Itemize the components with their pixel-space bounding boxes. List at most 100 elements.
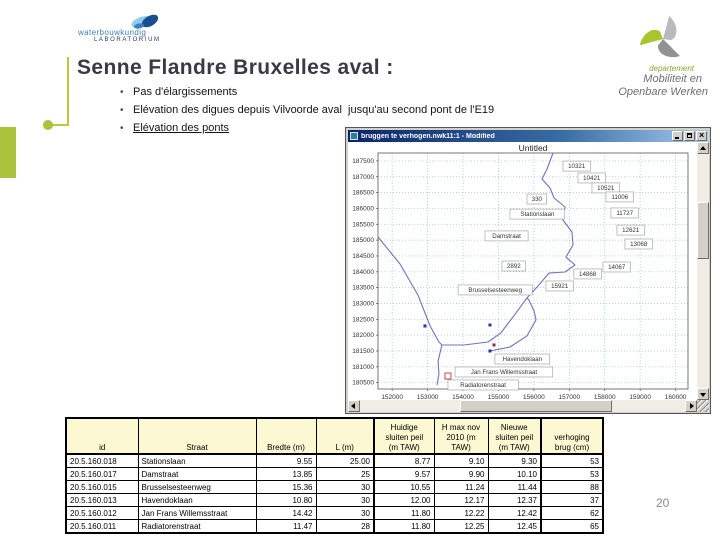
pinwheel-icon	[639, 15, 680, 58]
bridge-label: 10421	[583, 175, 601, 182]
logo-right-line2: Openbare Werken	[618, 86, 708, 98]
bridge-label: Radiatorenstraat	[460, 382, 506, 389]
table-cell: 53	[540, 467, 604, 481]
page-title: Senne Flandre Bruxelles aval :	[77, 56, 394, 79]
bridge-label-box	[616, 224, 645, 236]
river-senne-west-branch	[377, 236, 443, 346]
bridge-label: 14067	[608, 264, 626, 271]
table-cell: 9.57	[373, 467, 435, 481]
river-senne-main	[436, 152, 576, 386]
bridge-label: 15921	[551, 283, 569, 290]
horizontal-scroll-thumb[interactable]	[460, 400, 612, 412]
y-tick-label: 187000	[352, 174, 374, 181]
table-cell: 12.00	[373, 493, 435, 507]
vertical-scroll-thumb[interactable]	[697, 202, 709, 259]
table-cell: 30	[315, 506, 375, 520]
title-accent-line-vertical	[67, 57, 69, 126]
bridge-label-box	[624, 238, 653, 250]
table-cell: 9.90	[433, 467, 489, 481]
water-drop-icon	[131, 14, 159, 29]
table-cell: 20.5.160.013	[65, 493, 139, 507]
window-resize-grip[interactable]	[697, 400, 709, 412]
table-cell: 30	[315, 493, 375, 507]
y-tick-label: 182000	[352, 332, 374, 339]
y-tick-label: 185000	[352, 237, 374, 244]
table-cell: 13.85	[255, 467, 317, 481]
table-cell: 14.42	[255, 506, 317, 520]
page-number: 20	[656, 496, 670, 510]
bridge-label-box	[484, 230, 529, 242]
bridge-label-box	[457, 284, 533, 296]
table-cell: 62	[540, 506, 604, 520]
title-accent-dot	[43, 120, 53, 130]
horizontal-scrollbar[interactable]	[348, 400, 697, 412]
bullet-item: Pas d'élargissements	[120, 86, 620, 99]
table-cell: 12.42	[487, 506, 542, 520]
column-header: id	[65, 417, 139, 455]
bridge-label-box	[602, 261, 631, 273]
table-cell: Radiatorenstraat	[137, 519, 257, 534]
table-cell: 15.36	[255, 480, 317, 494]
bullet-list: Pas d'élargissements Elévation des digues…	[120, 86, 620, 140]
waterbouwkundig-logo: waterbouwkundig LABORATORIUM	[76, 10, 186, 50]
x-tick-label: 152000	[381, 394, 403, 400]
table-cell: 65	[540, 519, 604, 534]
left-green-band	[0, 127, 16, 178]
column-header: Nieuwe sluiten peil (m TAW)	[487, 417, 542, 455]
table-body: 20.5.160.018 Stationslaan 9.55 25.00 8.77 9.1…	[65, 453, 604, 534]
x-tick-label: 157000	[558, 394, 580, 400]
title-accent-line-horizontal	[50, 124, 69, 126]
table-cell: 25.00	[315, 453, 375, 468]
y-tick-label: 186500	[352, 190, 374, 197]
minimize-button[interactable]	[672, 131, 683, 141]
bridge-label: Havendoklaan	[503, 356, 543, 363]
table-row: 20.5.160.012 Jan Frans Willemsstraat 14.42…	[65, 506, 604, 520]
logo-left-line2: LABORATORIUM	[94, 37, 161, 43]
app-window: bruggen te verhogen.nwk11:1 - Modified 1…	[345, 127, 711, 414]
table-cell: 53	[540, 453, 604, 468]
y-tick-label: 184500	[352, 253, 374, 260]
table-cell: 12.25	[433, 519, 489, 534]
bridge-label: 14868	[579, 271, 597, 278]
arrow-up-icon	[700, 146, 706, 150]
table-cell: 30	[315, 480, 375, 494]
table-row: 20.5.160.015 Brusselsesteenweg 15.36 30 10.5…	[65, 480, 604, 494]
bridge-label: 11006	[611, 194, 628, 201]
arrow-right-icon	[690, 403, 694, 409]
table-row: 20.5.160.017 Damstraat 13.85 25 9.57 9.90 10.1…	[65, 467, 604, 481]
column-header: Huidige sluiten peil (m TAW)	[373, 417, 435, 455]
table-cell: 88	[540, 480, 604, 494]
departement-mow-logo: departement Mobiliteit en Openbare Werke…	[588, 12, 708, 104]
table-cell: 20.5.160.015	[65, 480, 139, 494]
window-titlebar[interactable]: bruggen te verhogen.nwk11:1 - Modified	[348, 130, 708, 142]
maximize-button[interactable]	[684, 131, 695, 141]
bridge-label-box	[573, 268, 602, 280]
scroll-down-button[interactable]	[697, 388, 709, 400]
table-row: 20.5.160.018 Stationslaan 9.55 25.00 8.77 9.1…	[65, 453, 604, 468]
scroll-left-button[interactable]	[348, 400, 360, 412]
scroll-up-button[interactable]	[697, 142, 709, 154]
bridge-label: Brusselsesteenweg	[468, 287, 522, 294]
table-cell: 20.5.160.017	[65, 467, 139, 481]
table-cell: 9.55	[255, 453, 317, 468]
bridge-label-box	[501, 260, 526, 272]
table-cell: Jan Frans Willemsstraat	[137, 506, 257, 520]
table-cell: 20.5.160.018	[65, 453, 139, 468]
bridge-label-box	[494, 353, 551, 365]
close-button[interactable]	[696, 130, 707, 141]
bridge-label-box	[610, 207, 639, 219]
bridge-table: id Straat Bredte (m) L (m) Huidige sluiten p…	[65, 417, 604, 534]
table-cell: 11.24	[433, 480, 489, 494]
x-tick-label: 156000	[523, 394, 545, 400]
bridge-marker	[488, 349, 492, 353]
column-header: Bredte (m)	[255, 417, 317, 455]
app-icon	[350, 132, 358, 140]
scroll-right-button[interactable]	[685, 400, 697, 412]
y-tick-label: 180500	[352, 380, 374, 387]
table-cell: Havendoklaan	[137, 493, 257, 507]
table-cell: 8.77	[373, 453, 435, 468]
x-tick-label: 159000	[629, 394, 651, 400]
vertical-scrollbar[interactable]	[697, 142, 709, 400]
window-title: bruggen te verhogen.nwk11:1 - Modified	[361, 132, 495, 140]
